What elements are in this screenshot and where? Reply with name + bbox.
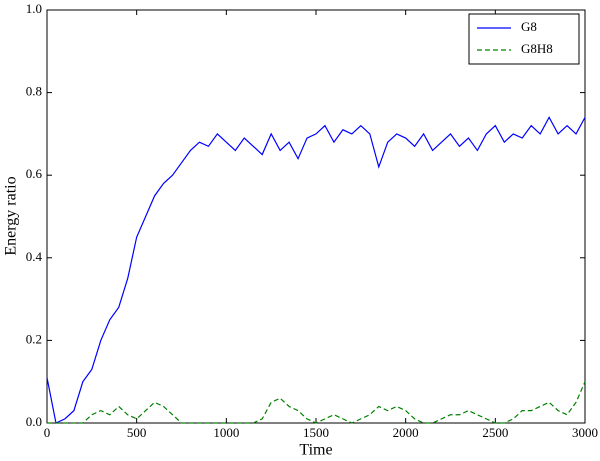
series-line [47,381,586,424]
y-tick-label: 0.0 [26,414,42,429]
y-tick-label: 0.8 [26,84,42,99]
y-tick-label: 0.2 [26,331,42,346]
legend-label: G8 [521,19,537,34]
x-tick-label: 0 [44,425,51,440]
x-tick-label: 1500 [303,425,329,440]
x-tick-label: 2000 [393,425,419,440]
legend-label: G8H8 [521,41,553,56]
x-tick-label: 2500 [482,425,508,440]
x-axis-label: Time [299,442,332,459]
y-tick-label: 0.4 [26,249,43,264]
y-tick-label: 0.6 [26,166,43,181]
x-tick-label: 500 [127,425,147,440]
legend-box [468,13,580,65]
series-line [46,116,586,424]
x-tick-label: 3000 [572,425,598,440]
x-tick-label: 1000 [213,425,239,440]
y-axis-label: Energy ratio [3,176,20,255]
plot-frame [46,9,586,424]
y-tick-label: 1.0 [26,1,42,16]
